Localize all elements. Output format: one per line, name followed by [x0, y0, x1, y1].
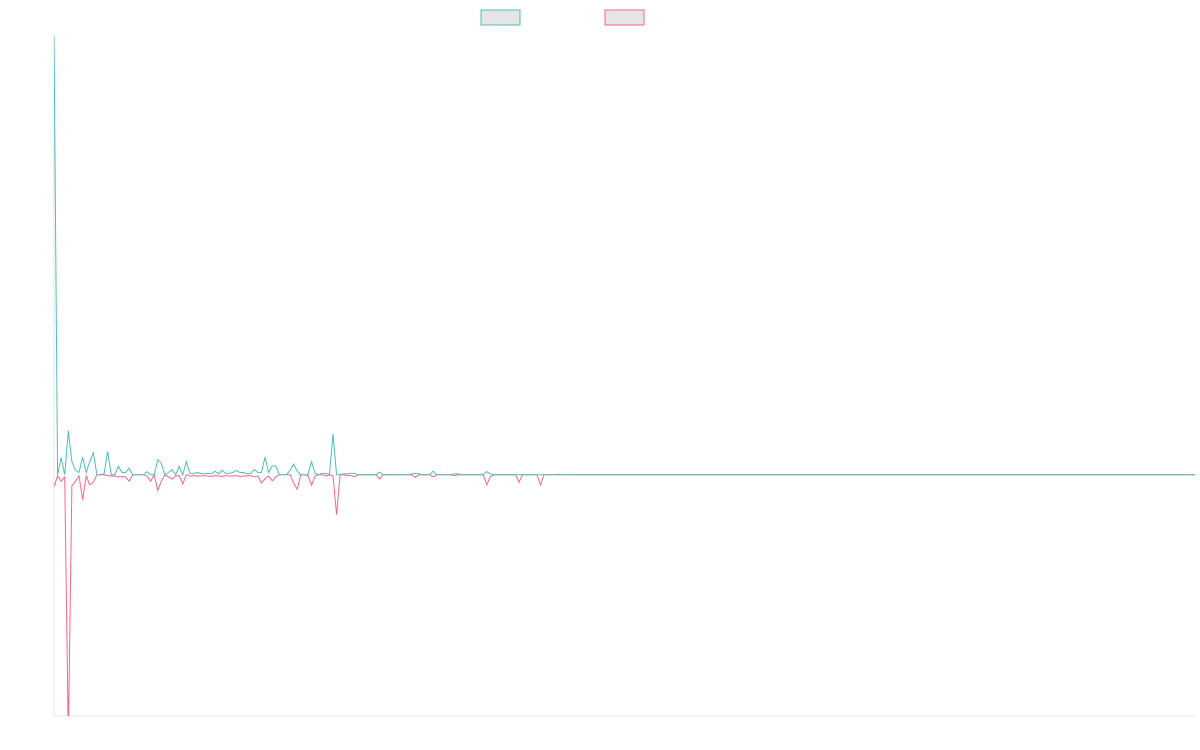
- series-line-0: [54, 36, 1195, 477]
- series-group: [54, 36, 1195, 716]
- series-line-1: [54, 473, 1195, 716]
- legend: [480, 9, 645, 26]
- legend-item-0[interactable]: [480, 9, 521, 26]
- legend-item-1[interactable]: [604, 9, 645, 26]
